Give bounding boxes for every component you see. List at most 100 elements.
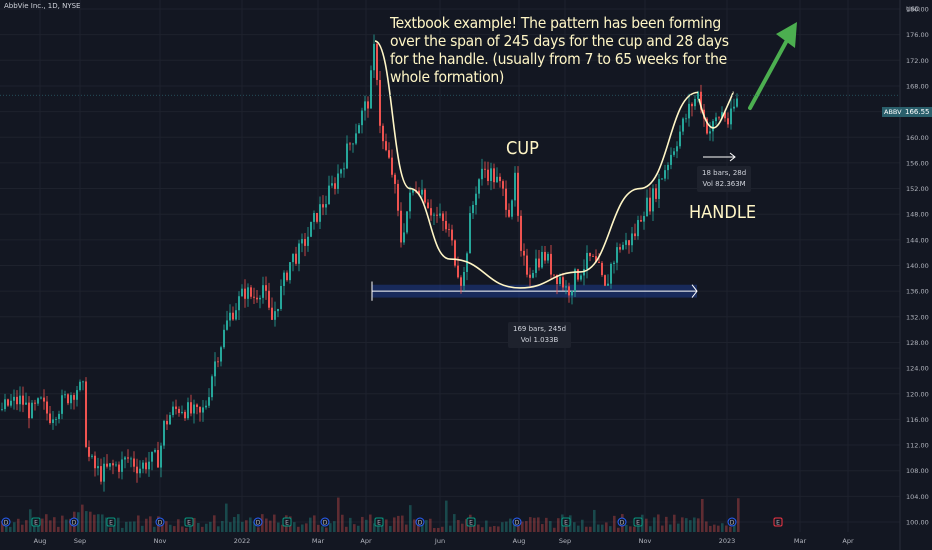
- volume-bar: [321, 526, 324, 532]
- candle-body: [424, 189, 426, 203]
- candle-body: [421, 189, 423, 195]
- candle-body: [580, 275, 582, 280]
- cup-label: CUP: [506, 138, 539, 159]
- volume-bar: [513, 521, 516, 532]
- volume-bar: [313, 515, 316, 532]
- candle-body: [73, 395, 75, 400]
- candle-body: [520, 215, 522, 251]
- x-tick-label: Mar: [312, 537, 325, 545]
- volume-bar: [161, 521, 164, 532]
- dividend-icon: [155, 517, 165, 527]
- earnings-marker: E: [31, 517, 41, 527]
- candle-body: [259, 297, 261, 300]
- marker-letter: D: [620, 520, 625, 527]
- candle-body: [523, 250, 525, 256]
- candle-body: [442, 213, 444, 221]
- volume-bar: [81, 504, 84, 532]
- volume-bar: [113, 524, 116, 532]
- candle-body: [235, 310, 237, 320]
- volume-bar: [13, 522, 16, 532]
- dividend-marker: D: [727, 517, 737, 527]
- candle-body: [349, 143, 351, 145]
- candle-body: [82, 381, 84, 383]
- ticker-tag: ABBV: [882, 107, 904, 117]
- volume-bar: [585, 526, 588, 532]
- candle-body: [76, 390, 78, 400]
- symbol-title[interactable]: AbbVie Inc., 1D, NYSE: [4, 2, 81, 10]
- volume-bar: [413, 519, 416, 532]
- dividend-marker: D: [415, 517, 425, 527]
- candle-body: [370, 70, 372, 109]
- volume-bar: [257, 527, 260, 532]
- candle-body: [328, 185, 330, 205]
- candle-body: [112, 463, 114, 466]
- candle-body: [13, 396, 15, 401]
- volume-bar: [21, 524, 24, 532]
- dividend-icon: [512, 517, 522, 527]
- volume-bar: [205, 523, 208, 532]
- candle-body: [133, 458, 135, 467]
- candle-body: [667, 164, 669, 171]
- candle-body: [307, 236, 309, 246]
- candle-body: [52, 419, 54, 424]
- volume-bar: [293, 522, 296, 532]
- volume-bar: [361, 516, 364, 532]
- candle-body: [508, 209, 510, 217]
- volume-bar: [221, 521, 224, 532]
- candle-body: [109, 463, 111, 467]
- candle-body: [700, 91, 702, 110]
- volume-bar: [737, 498, 740, 532]
- handle-arrowhead: [729, 152, 736, 162]
- candle-body: [355, 133, 357, 144]
- candle-body: [304, 239, 306, 246]
- candle-body: [232, 312, 234, 320]
- volume-bar: [9, 526, 12, 532]
- candle-body: [268, 290, 270, 308]
- candle-body: [364, 101, 366, 111]
- volume-bar: [661, 525, 664, 532]
- candle-body: [316, 213, 318, 222]
- earnings-marker: E: [773, 517, 783, 527]
- candle-body: [229, 312, 231, 321]
- range-arrowhead: [691, 284, 698, 298]
- candle-body: [625, 240, 627, 245]
- volume-bar: [281, 524, 284, 532]
- candle-body: [688, 103, 690, 119]
- volume-bar: [541, 524, 544, 532]
- candle-body: [193, 404, 195, 414]
- x-tick-label: 2023: [719, 537, 736, 545]
- candle-body: [124, 457, 126, 460]
- candle-body: [37, 398, 39, 404]
- candle-body: [97, 466, 99, 469]
- candle-body: [736, 98, 738, 107]
- candle-body: [379, 79, 381, 126]
- candle-body: [217, 361, 219, 363]
- volume-bar: [517, 524, 520, 532]
- x-tick-label: Mar: [794, 537, 807, 545]
- marker-letter: E: [776, 520, 780, 527]
- candle-body: [670, 154, 672, 165]
- short-range-vol: Vol 82.363M: [702, 180, 746, 188]
- marker-letter: D: [323, 520, 328, 527]
- candle-body: [340, 169, 342, 174]
- volume-bar: [701, 498, 704, 532]
- candle-body: [22, 395, 24, 405]
- candle-body: [445, 220, 447, 230]
- marker-letter: E: [34, 520, 38, 527]
- earnings-icon: [773, 517, 783, 527]
- candle-body: [652, 188, 654, 212]
- marker-letter: E: [469, 520, 473, 527]
- candle-body: [313, 213, 315, 222]
- candle-body: [121, 459, 123, 472]
- candle-body: [196, 404, 198, 407]
- volume-bar: [453, 514, 456, 532]
- candle-body: [598, 261, 600, 263]
- earnings-icon: [282, 517, 292, 527]
- x-tick-label: Apr: [842, 537, 854, 545]
- volume-bar: [477, 524, 480, 532]
- dividend-icon: [415, 517, 425, 527]
- candle-body: [535, 258, 537, 273]
- dividend-icon: [320, 517, 330, 527]
